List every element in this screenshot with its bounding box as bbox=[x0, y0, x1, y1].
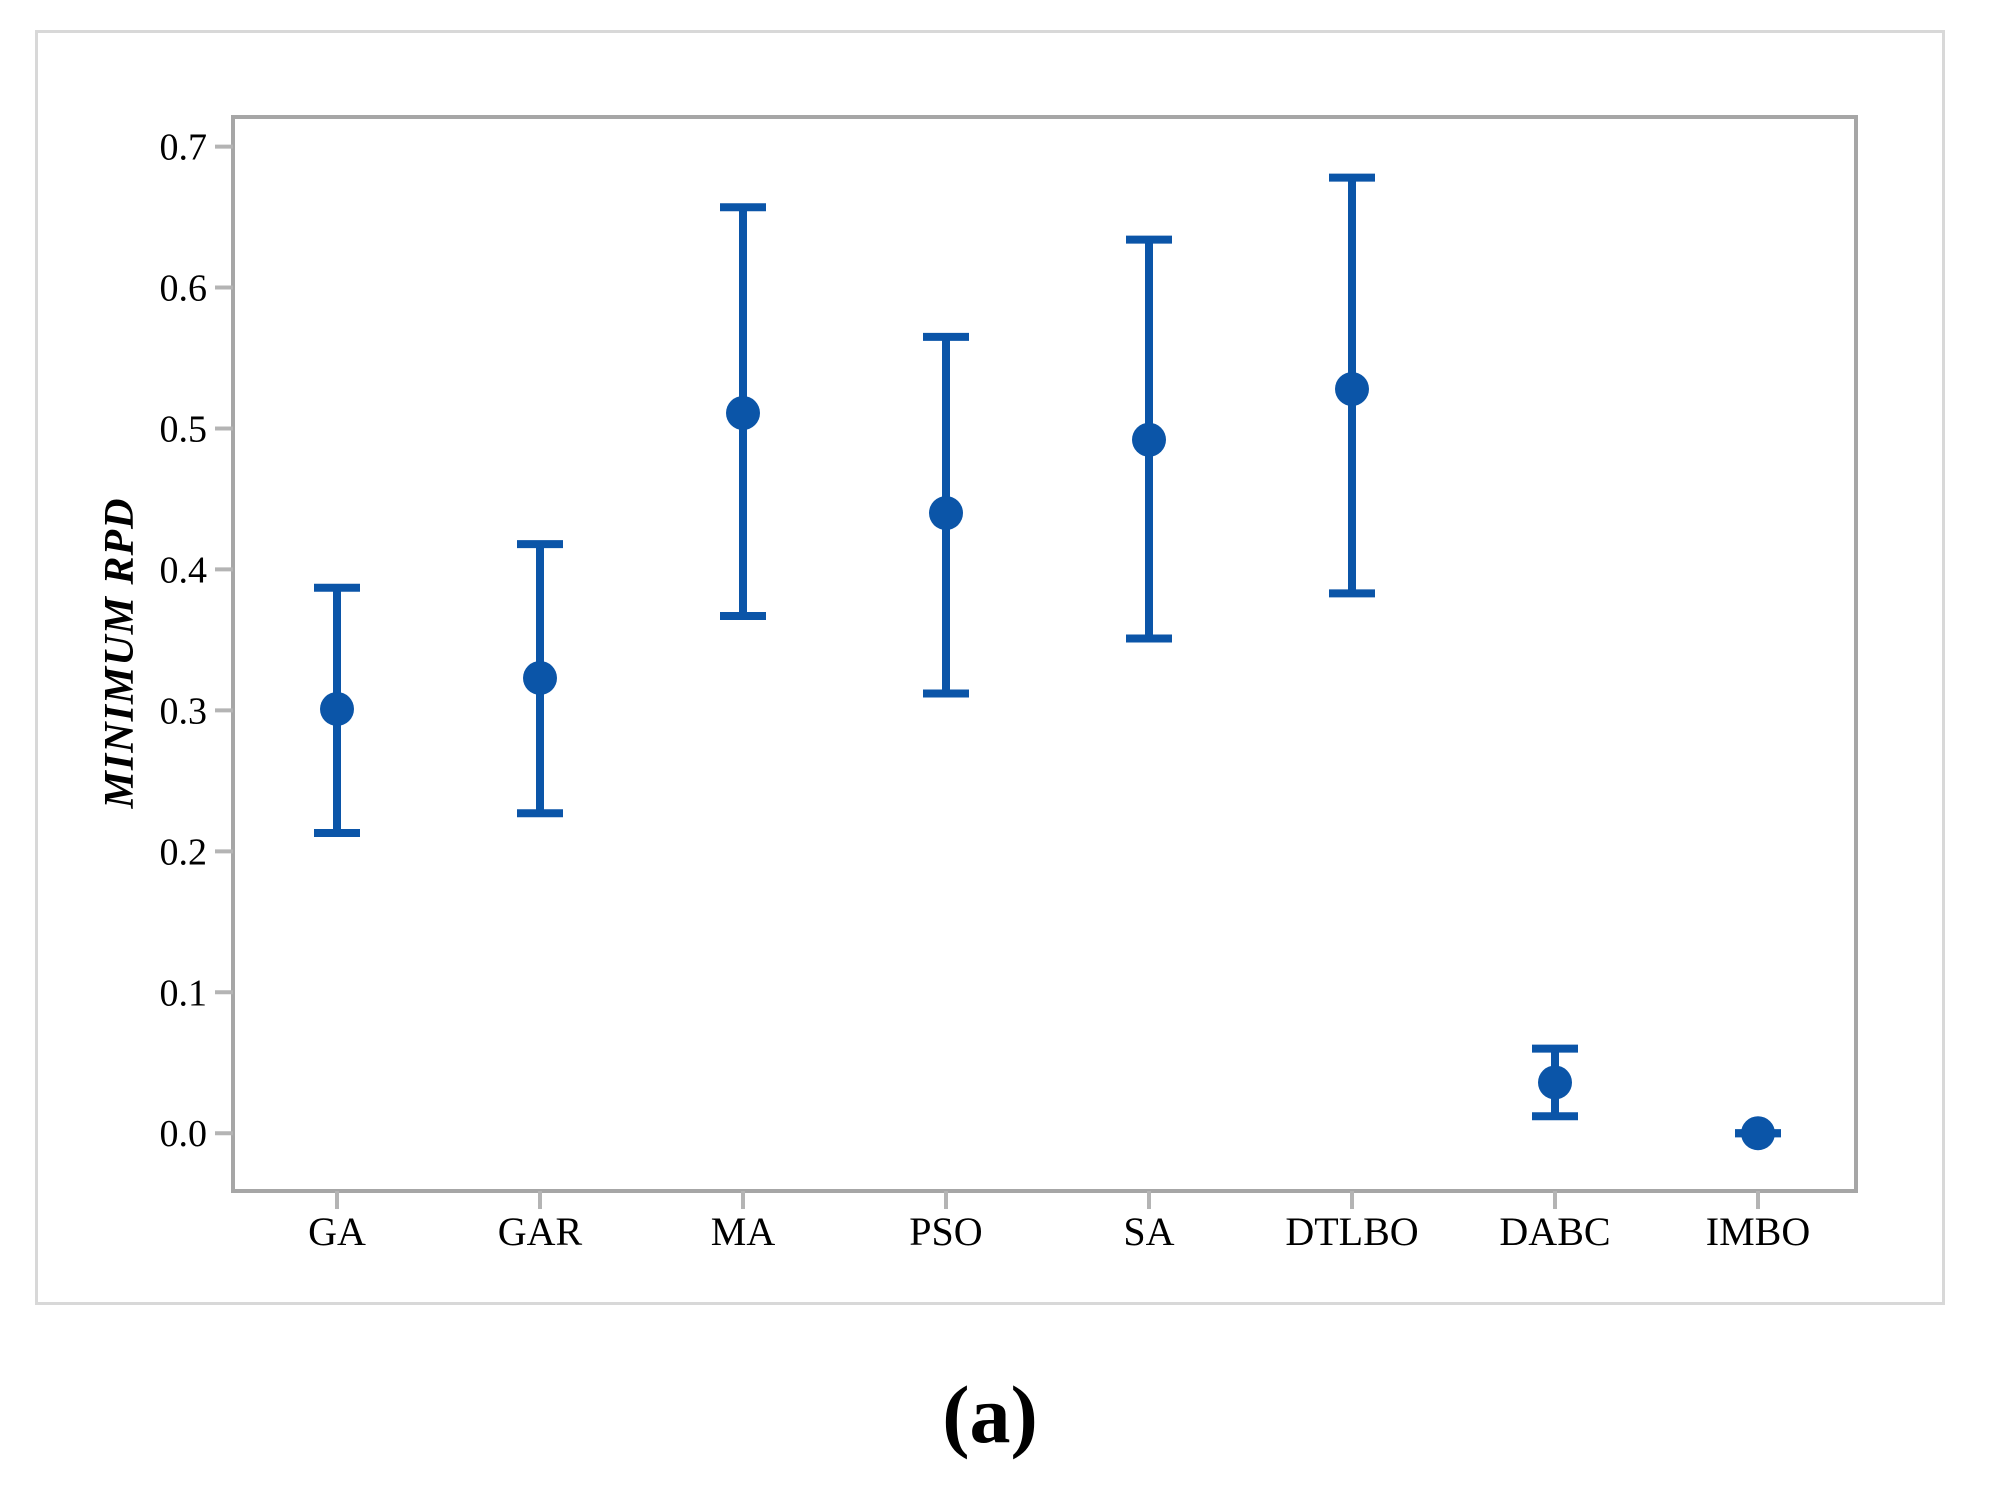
y-tick-label: 0.5 bbox=[160, 408, 208, 450]
y-tick-label: 0.6 bbox=[160, 268, 208, 310]
mean-marker bbox=[1132, 422, 1166, 457]
y-tick-label: 0.7 bbox=[160, 127, 208, 169]
x-tick-label: MA bbox=[711, 1209, 776, 1254]
mean-marker bbox=[320, 691, 354, 726]
plot-area-border bbox=[231, 115, 1858, 1193]
figure-caption: (a) bbox=[942, 1369, 1038, 1460]
mean-marker bbox=[929, 496, 963, 531]
y-tick-label: 0.2 bbox=[160, 831, 208, 873]
x-tick-label: SA bbox=[1123, 1209, 1174, 1254]
figure-frame bbox=[35, 30, 1945, 1305]
x-tick-label: GA bbox=[308, 1209, 366, 1254]
mean-marker bbox=[1335, 372, 1369, 407]
x-tick-label: GAR bbox=[498, 1209, 583, 1254]
y-tick-label: 0.3 bbox=[160, 690, 208, 732]
x-tick-label: DTLBO bbox=[1285, 1209, 1418, 1254]
mean-marker bbox=[1741, 1116, 1775, 1151]
y-tick-label: 0.4 bbox=[160, 549, 208, 591]
y-tick-label: 0.1 bbox=[160, 972, 208, 1014]
y-tick-label: 0.0 bbox=[160, 1113, 208, 1155]
x-tick-label: DABC bbox=[1499, 1209, 1610, 1254]
mean-marker bbox=[1538, 1065, 1572, 1100]
x-tick-label: IMBO bbox=[1706, 1209, 1810, 1254]
y-axis-title: MINIMUM RPD bbox=[97, 497, 143, 809]
mean-marker bbox=[726, 395, 760, 430]
x-tick-label: PSO bbox=[909, 1209, 982, 1254]
mean-marker bbox=[523, 660, 557, 695]
